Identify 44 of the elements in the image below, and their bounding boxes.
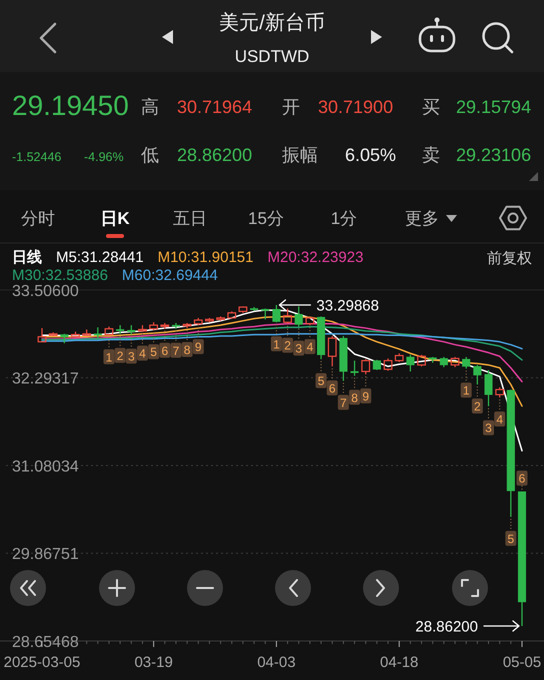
text: 更多 (405, 209, 439, 228)
text: 15分 (248, 209, 284, 228)
text: M10:31.90151 (158, 249, 254, 266)
text: 29.15794 (456, 97, 532, 117)
text: 五日 (173, 209, 207, 228)
x-tick-label: 2025-03-05 (4, 654, 80, 671)
text: 29.19450 (12, 90, 129, 121)
text: 分时 (21, 209, 55, 228)
chart-subtitle: USDTWD (234, 47, 310, 66)
x-tick-label: 03-19 (134, 654, 173, 671)
chart-title: 美元/新台币 (219, 11, 325, 34)
text: 高 (141, 97, 159, 117)
text: -4.96% (84, 150, 124, 164)
text: 日K (100, 209, 130, 228)
text: -1.52446 (12, 150, 62, 164)
extreme-value-note: 28.86200 (415, 618, 520, 636)
y-tick-label: 32.29317 (12, 370, 79, 388)
text: 6.05% (345, 145, 396, 165)
text: 低 (141, 145, 159, 165)
x-tick-label: 04-03 (257, 654, 296, 671)
text: M20:32.23923 (268, 249, 364, 266)
annotation: 28.86200 (415, 618, 478, 636)
text: 28.86200 (177, 145, 252, 165)
text: 30.71964 (177, 97, 252, 117)
y-tick-label: 31.08034 (12, 458, 79, 476)
text: 卖 (422, 145, 440, 165)
text: 振幅 (282, 145, 318, 165)
text: M5:31.28441 (56, 249, 144, 266)
text: 1分 (330, 209, 358, 228)
x-tick-label: 04-18 (380, 654, 418, 671)
text: 30.71900 (318, 97, 394, 117)
text: M60:32.69444 (122, 267, 218, 284)
extreme-value-note: 33.29868 (278, 297, 379, 314)
text: 开 (282, 97, 300, 117)
y-tick-label: 28.65468 (12, 634, 79, 651)
text: 前复权 (487, 250, 532, 267)
text: M30:32.53886 (12, 267, 108, 284)
annotation: 33.29868 (316, 297, 379, 314)
text: 买 (422, 97, 440, 117)
y-tick-label: 33.50600 (12, 282, 79, 300)
legend-title: 日线 (12, 249, 42, 266)
y-tick-label: 29.86751 (12, 546, 79, 564)
x-tick-label: 05-05 (502, 654, 542, 671)
text: 29.23106 (456, 145, 532, 165)
